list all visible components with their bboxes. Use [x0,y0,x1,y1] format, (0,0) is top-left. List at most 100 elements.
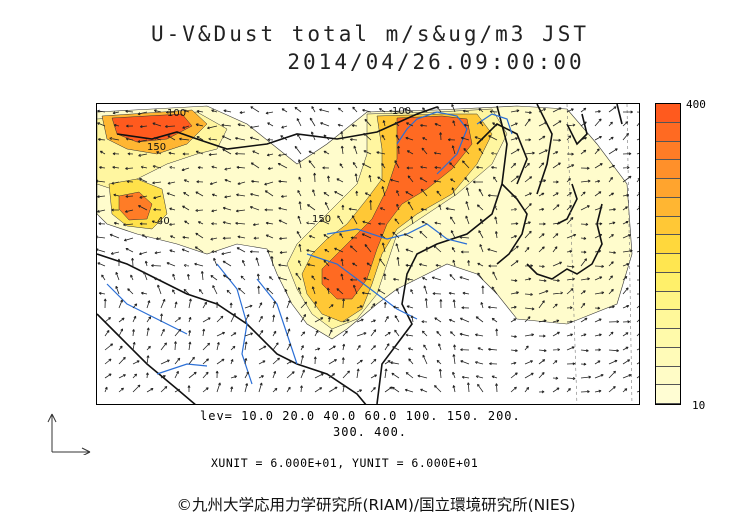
wind-vector [249,250,260,254]
wind-vector [143,271,148,281]
wind-vector [434,123,442,127]
wind-vector [278,179,288,183]
wind-vector [169,235,176,239]
wind-vector [361,291,372,295]
wind-vector [97,179,106,183]
wind-vector [216,358,225,365]
wind-vector [384,360,391,365]
wind-vector [279,236,288,240]
wind-vector [636,265,639,267]
wind-vector [622,206,628,211]
wind-vector [230,375,238,379]
wind-vector [188,316,192,323]
wind-vector [313,356,317,365]
wind-vector [211,165,218,169]
wind-vector [384,315,389,323]
wind-vector [322,166,330,170]
wind-vector [476,204,484,211]
wind-vector [510,291,519,295]
wind-vector [369,199,373,211]
wind-vector [419,230,428,239]
wind-vector [510,162,517,169]
colorbar-segment [656,235,680,254]
wind-vector [405,248,414,253]
wind-vector [449,274,456,281]
wind-vector [183,288,190,295]
wind-vector [139,251,148,256]
wind-vector [183,264,190,268]
wind-vector [405,333,414,337]
wind-vector [452,371,456,379]
wind-vector [153,277,162,281]
wind-vector [342,384,346,393]
wind-vector [244,341,248,351]
wind-vector [123,237,134,242]
wind-vector [492,122,498,127]
wind-vector [221,251,232,256]
wind-vector [580,362,587,366]
chart-datetime: 2014/04/26.09:00:00 [287,50,585,74]
wind-vector [580,349,589,353]
wind-vector [580,121,587,127]
wind-vector [472,180,484,184]
wind-vector [434,166,442,170]
wind-vector [594,389,602,393]
colorbar-segment [656,254,680,273]
wind-vector [168,151,176,155]
wind-vector [580,222,589,226]
wind-vector [608,261,614,267]
wind-vector [138,153,148,157]
wind-vector [580,107,587,113]
wind-vector [594,118,602,127]
wind-vector [459,235,470,239]
wind-vector [152,165,162,169]
wind-vector [306,221,316,225]
wind-vector [622,320,631,324]
wind-vector [272,357,280,365]
wind-vector [622,249,633,253]
wind-vector [167,181,176,185]
wind-vector [424,298,428,309]
wind-vector [196,109,204,113]
wind-vector [378,108,386,113]
wind-vector [202,328,206,337]
wind-vector [384,386,393,393]
wind-vector [524,345,529,351]
wind-vector [580,250,587,254]
wind-vector [608,349,620,353]
wind-vector [608,331,614,337]
wind-vector [477,383,484,393]
wind-vector [594,234,603,239]
colorbar-segment [656,272,680,292]
wind-vector [524,277,532,281]
wind-vector [350,236,358,240]
wind-vector [566,178,571,183]
wind-vector [196,136,204,141]
wind-vector [314,301,318,309]
wind-vector [118,387,124,393]
wind-vector [356,305,363,309]
wind-vector [438,343,442,351]
wind-vector [229,302,233,309]
wind-vector [103,298,107,309]
wind-vector [636,111,639,113]
wind-vector [210,237,218,241]
wind-vector [286,386,291,393]
wind-vector [552,204,560,211]
wind-vector [298,243,302,253]
wind-vector [355,190,359,197]
wind-vector [435,264,442,267]
wind-vector [208,137,218,141]
wind-vector [182,205,190,211]
wind-vector [215,370,219,379]
wind-vector [125,194,134,198]
wind-vector [230,359,234,365]
wind-vectors [97,104,639,394]
colorbar-segment [656,122,680,142]
wind-vector [381,134,386,141]
wind-vector [510,122,518,127]
wind-vector [489,362,498,366]
wind-vector [210,275,218,281]
wind-vector [340,258,344,267]
wind-vector [460,250,470,254]
